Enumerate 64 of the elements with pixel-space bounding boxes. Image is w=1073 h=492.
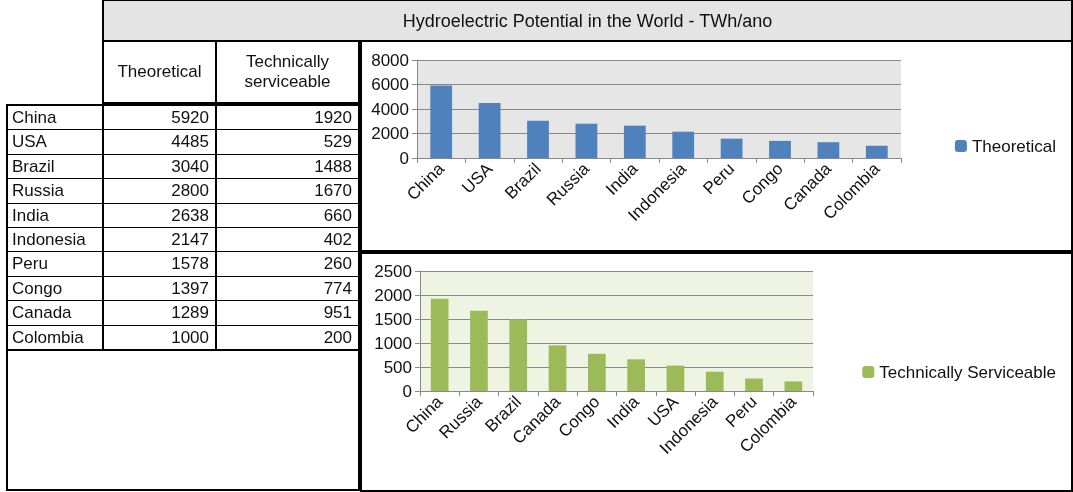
category-label: Indonesia	[6, 228, 102, 253]
data-label: 1920	[215, 106, 358, 131]
bar	[527, 120, 549, 158]
text: Theoretical	[102, 40, 217, 104]
data-label: 951	[215, 301, 358, 326]
y-tick-label: 1500	[374, 309, 412, 329]
text: Technically serviceable	[215, 40, 360, 104]
data-label: 2147	[102, 228, 215, 253]
bar	[672, 131, 695, 158]
data-label: 1000	[102, 325, 215, 350]
y-tick-label: 1000	[374, 333, 412, 353]
category-label: Colombia	[6, 325, 102, 350]
bar	[430, 85, 453, 158]
data-label: 774	[215, 276, 358, 302]
bar	[666, 365, 685, 391]
data-label: 5920	[102, 106, 215, 131]
data-label: 402	[215, 228, 358, 253]
y-tick-label: 0	[402, 381, 412, 401]
bar	[548, 345, 567, 391]
y-tick-label: 2000	[374, 285, 412, 305]
category-label: Canada	[6, 301, 102, 326]
data-label: 3040	[102, 154, 215, 180]
category-label: Congo	[6, 276, 102, 302]
bar	[470, 310, 488, 391]
y-tick-label: 4000	[371, 99, 409, 119]
bar	[705, 371, 724, 391]
bar	[865, 145, 888, 158]
bar	[720, 138, 743, 158]
data-label: 1397	[102, 276, 215, 302]
data-label: 260	[215, 252, 358, 277]
category-label: Peru	[6, 252, 102, 277]
legend-label: Theoretical	[971, 136, 1057, 156]
data-label: 2638	[102, 203, 215, 228]
data-label: 200	[215, 325, 358, 350]
data-label: 1578	[102, 252, 215, 277]
data-label: 4485	[102, 130, 215, 155]
bar	[509, 319, 528, 391]
data-label: 1289	[102, 301, 215, 326]
bar	[627, 359, 645, 391]
y-tick-label: 0	[399, 148, 409, 168]
text: Hydroelectric Potential in the World - TWh/ano	[102, 0, 1073, 42]
bar	[784, 381, 803, 391]
x-tick-label: USA	[458, 158, 497, 198]
data-label: 1670	[215, 179, 358, 204]
bar	[769, 140, 791, 158]
y-tick-label: 500	[383, 357, 412, 377]
y-tick-label: 8000	[371, 50, 409, 70]
y-tick-label: 2000	[371, 124, 409, 143]
category-label: China	[6, 106, 102, 131]
legend-label: Technically Serviceable	[879, 362, 1056, 382]
bar	[623, 125, 646, 158]
bar	[817, 142, 840, 158]
y-tick-label: 6000	[371, 75, 409, 94]
data-label: 1488	[215, 154, 358, 180]
bar	[430, 298, 449, 391]
bar	[478, 103, 501, 158]
bar	[745, 378, 763, 391]
category-label: USA	[6, 130, 102, 155]
data-label: 2800	[102, 179, 215, 204]
data-label: 529	[215, 130, 358, 155]
bar	[575, 123, 598, 158]
y-tick-label: 2500	[374, 261, 412, 281]
bar	[588, 353, 606, 391]
data-label: 660	[215, 203, 358, 228]
